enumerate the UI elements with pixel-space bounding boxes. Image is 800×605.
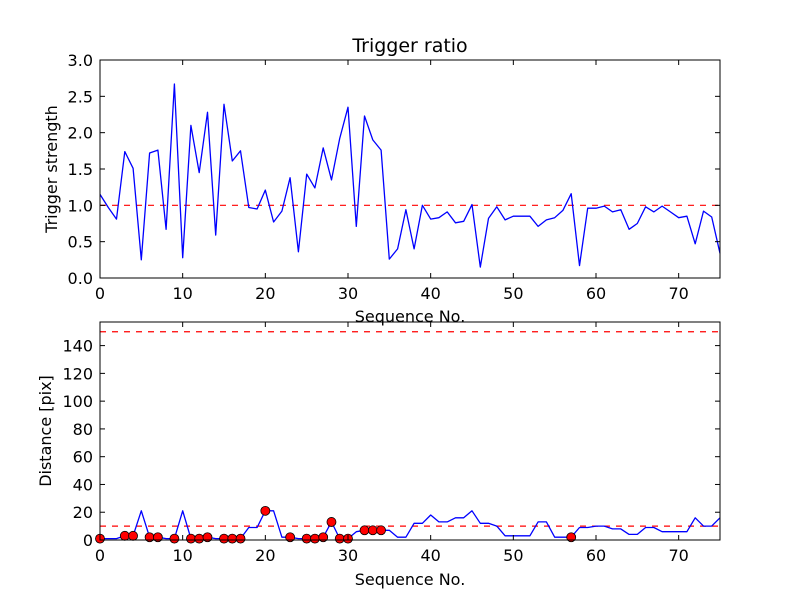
data-point-marker — [566, 532, 577, 543]
data-point-marker — [359, 525, 370, 536]
y-tick-label: 20 — [73, 503, 93, 522]
y-tick-label: 1.5 — [68, 160, 93, 179]
y-tick-label: 2.5 — [68, 87, 93, 106]
data-point-marker — [219, 533, 229, 544]
data-point-marker — [376, 525, 386, 536]
y-tick-label: 40 — [73, 475, 93, 494]
y-tick-label: 2.0 — [68, 124, 93, 143]
x-axis-label: Sequence No. — [355, 307, 466, 326]
y-tick-label: 0.0 — [68, 269, 93, 288]
plot-frame — [99, 321, 721, 541]
data-point-marker — [119, 530, 130, 541]
y-tick-label: 0.5 — [68, 233, 93, 252]
x-tick-label: 10 — [172, 546, 192, 565]
y-tick-label: 1.0 — [68, 196, 93, 215]
x-tick-label: 20 — [255, 284, 275, 303]
data-point-marker — [318, 532, 329, 543]
data-point-marker — [367, 525, 378, 536]
data-point-marker — [310, 533, 320, 544]
x-tick-label: 70 — [668, 546, 688, 565]
data-point-marker — [194, 533, 205, 544]
x-tick-label: 70 — [668, 284, 688, 303]
y-tick-label: 80 — [73, 420, 93, 439]
data-point-marker — [235, 533, 246, 544]
data-point-marker — [260, 505, 271, 516]
y-tick-label: 120 — [62, 364, 93, 383]
x-tick-label: 60 — [586, 546, 606, 565]
x-tick-label: 20 — [255, 546, 275, 565]
x-tick-label: 50 — [503, 546, 523, 565]
data-point-marker — [186, 533, 196, 544]
x-tick-label: 30 — [338, 546, 358, 565]
x-axis-label: Sequence No. — [355, 570, 466, 589]
y-tick-label: 100 — [62, 392, 93, 411]
y-tick-label: 140 — [62, 337, 93, 356]
data-point-marker — [334, 533, 345, 544]
data-point-marker — [202, 532, 213, 543]
data-point-marker — [128, 530, 138, 541]
x-tick-label: 30 — [338, 284, 358, 303]
x-tick-label: 50 — [503, 284, 523, 303]
distance-plot: 0 10 20 30 40 50 60 70 0 20 40 60 80 100 120 140 Sequen… — [36, 321, 721, 589]
trigger-ratio-plot: Trigger ratio 0 10 20 30 40 50 60 70 0.0 0.5 1.0 1.… — [42, 35, 721, 326]
x-tick-label: 10 — [172, 284, 192, 303]
y-axis-label: Distance [pix] — [36, 375, 55, 487]
x-tick-label: 0 — [95, 284, 105, 303]
plot-frame — [99, 59, 721, 279]
x-tick-label: 40 — [420, 546, 440, 565]
y-tick-label: 0 — [83, 531, 93, 550]
y-tick-label: 3.0 — [68, 51, 93, 70]
data-point-marker — [326, 517, 337, 527]
series-line — [99, 83, 721, 268]
data-point-marker — [169, 533, 180, 544]
chart-title: Trigger ratio — [351, 35, 467, 57]
data-point-marker — [227, 533, 238, 544]
x-tick-label: 60 — [586, 284, 606, 303]
data-point-marker — [285, 532, 296, 543]
y-tick-label: 60 — [73, 448, 93, 467]
x-tick-label: 0 — [95, 546, 105, 565]
x-tick-label: 40 — [420, 284, 440, 303]
data-point-marker — [301, 533, 312, 544]
data-point-marker — [152, 532, 163, 543]
y-axis-label: Trigger strength — [42, 105, 61, 234]
